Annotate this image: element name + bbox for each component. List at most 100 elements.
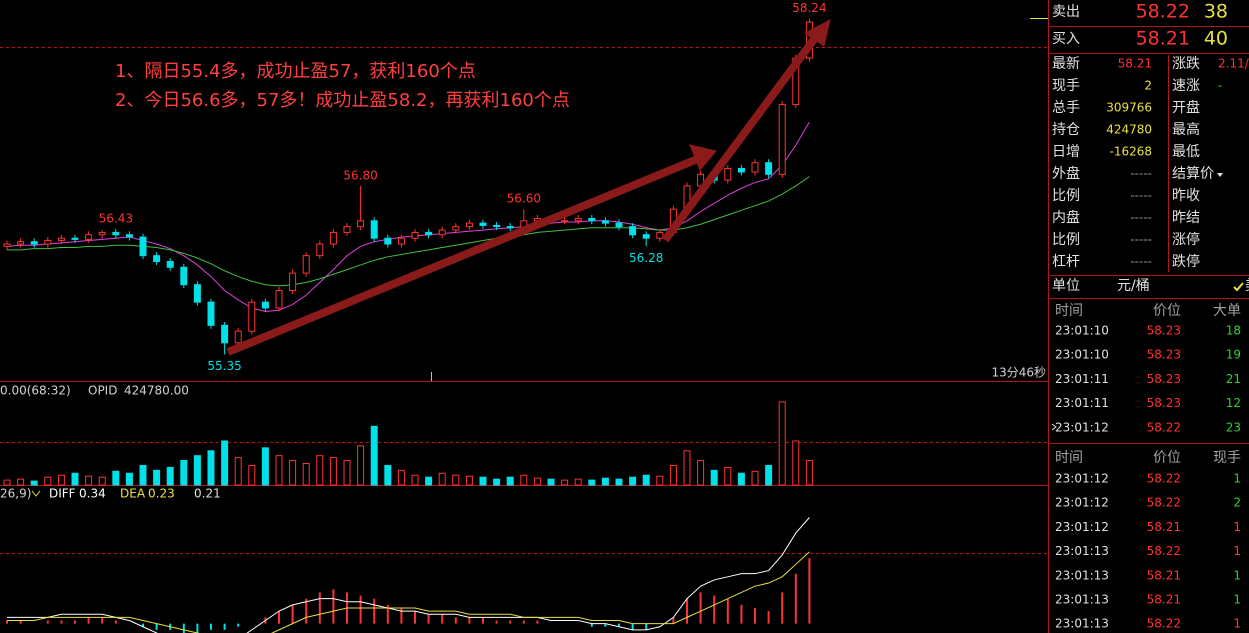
candle-body [384,237,392,245]
trade-price: 58.21 [1147,568,1181,582]
bid-ask-price: 58.22 [1136,1,1190,23]
bid-ask-volume: 38 [1204,1,1228,23]
candle-body [601,220,609,224]
volume-bar [601,477,609,486]
arrows [226,19,831,356]
quote-label: 昨收 [1172,188,1200,204]
quote-value: 309766 [1106,101,1152,115]
candle-body [411,231,419,239]
volume-bar [778,401,786,486]
opid-value: 424780.00 [124,384,189,398]
candle-body [275,290,283,309]
candle-body [207,301,215,326]
volume-bar [193,455,201,486]
unit-option: 美 [1245,278,1249,294]
volume-bar [642,474,650,486]
quote-label: 最新 [1052,56,1080,72]
volume-bar [234,457,242,486]
volume-bar [805,460,813,486]
dropdown-icon[interactable] [1217,173,1223,177]
candle-body [180,266,188,286]
quote-value: ----- [1130,255,1152,269]
quote-value: 2 [1144,79,1152,93]
diff-label: DIFF [49,487,76,501]
volume-bar [438,472,446,486]
quote-value: 58.21 [1118,57,1152,71]
opid-label: OPID [88,384,117,398]
quote-panel: 卖出 58.22 38 买入 58.21 40 最新 58.21 涨跌 2.11/现手 2 速涨 - 总手… [1052,1,1249,631]
column-header: 价位 [1153,303,1181,319]
quote-value: ----- [1130,167,1152,181]
volume-bar [207,450,215,486]
candle-body [289,272,297,292]
diff-value: 0.34 [79,487,106,501]
quote-value: - [1218,79,1222,93]
volume-bar [765,464,773,486]
quote-label: 跌停 [1172,253,1200,270]
trade-time: 23:01:12 [1055,496,1109,510]
trade-time: 23:01:13 [1055,593,1109,607]
quote-label: 比例 [1052,232,1080,248]
quote-label: 持仓 [1052,122,1080,138]
annotation: 1、隔日55.4多，成功止盈57，获利160个点 [115,61,476,82]
volume-bar [180,460,188,486]
trade-qty: 1 [1233,544,1241,558]
candle-body [370,220,378,239]
trade-qty: 1 [1233,593,1241,607]
quote-label: 比例 [1052,188,1080,204]
check-icon[interactable] [1233,282,1244,292]
candle-body [234,330,242,344]
candle-body [30,241,38,245]
candle-body [3,243,11,247]
extreme-label: 56.28 [629,251,663,265]
volume-bar [411,474,419,486]
volume-bar [343,460,351,486]
candle-body [44,240,52,245]
candle-body [248,301,256,332]
chevron-icon[interactable] [31,490,41,497]
candle-body [561,220,569,223]
volume-bar [710,469,718,486]
macd-value: 0.21 [194,487,221,501]
quote-value: -16268 [1109,145,1152,159]
trade-price: 58.22 [1147,617,1181,631]
trade-price: 58.22 [1147,544,1181,558]
extreme-label: 56.80 [343,168,377,182]
candle-body [71,237,79,240]
candle-body [98,231,106,236]
volume-bar [533,477,541,486]
trade-time: 23:01:10 [1055,324,1109,338]
candle-body [737,168,745,173]
volume-bar [493,478,501,486]
volume-bar [683,450,691,486]
volume-bar [370,425,378,486]
volume-bar [751,470,759,486]
trade-time: 23:01:13 [1055,568,1109,582]
candle-body [506,226,514,229]
quote-label: 内盘 [1052,209,1080,226]
extreme-label: 55.35 [207,359,241,373]
trade-qty: 1 [1233,617,1241,631]
trade-qty: 23 [1226,420,1241,434]
extreme-label: 58.24 [792,1,826,15]
trade-price: 58.22 [1147,472,1181,486]
candle-body [329,231,337,245]
volume-bar [85,475,93,486]
volume-bar [384,464,392,486]
volume-bar [139,464,147,486]
volume-bar [289,460,297,486]
quote-value: 2.11/ [1218,57,1249,71]
volume-bar [17,478,25,486]
candle-body [112,231,120,236]
trade-time: 23:01:12 [1055,420,1109,434]
quote-label: 最高 [1172,121,1200,138]
candle-body [261,301,269,309]
volume-bar [615,478,623,486]
volume-bar [656,475,664,486]
volume-bar [547,478,555,486]
column-header: 时间 [1055,450,1083,466]
trade-time: 23:01:11 [1055,396,1109,410]
volume-header: 0.00(68:32) [0,384,71,398]
trade-time: 23:01:11 [1055,372,1109,386]
volume-bar [221,440,229,486]
